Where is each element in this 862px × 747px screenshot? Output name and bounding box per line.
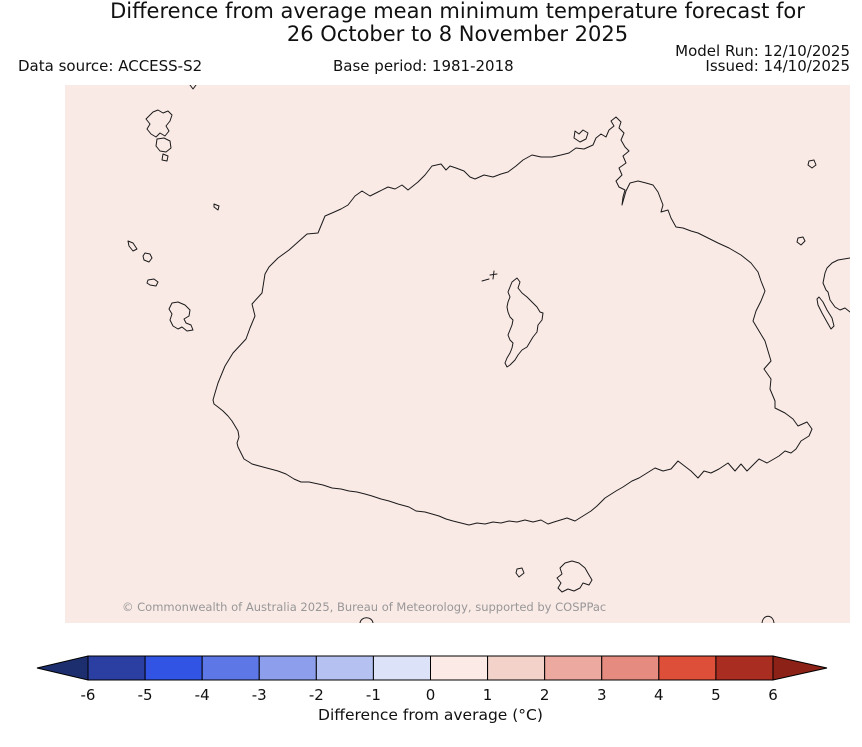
colorbar-tick-label: 2 xyxy=(540,686,550,704)
issued-label: Issued: 14/10/2025 xyxy=(705,57,850,75)
base-period-label: Base period: 1981-2018 xyxy=(333,57,514,75)
colorbar-segment xyxy=(430,655,489,681)
title-line-2: 26 October to 8 November 2025 xyxy=(286,22,629,46)
southern-islands-coastline xyxy=(515,560,593,593)
colorbar-segment xyxy=(315,655,374,681)
colorbar-tick-label: -5 xyxy=(138,686,153,704)
colorbar-segment xyxy=(87,655,146,681)
colorbar-tick-label: -1 xyxy=(366,686,381,704)
west-islets-coastline xyxy=(127,240,194,332)
yasawa-islands-coastline xyxy=(145,109,220,211)
colorbar-tick-label: 1 xyxy=(483,686,493,704)
page-title: Difference from average mean minimum tem… xyxy=(65,0,850,46)
data-source-label: Data source: ACCESS-S2 xyxy=(18,57,203,75)
colorbar-tick-label: -3 xyxy=(252,686,267,704)
reef-marks xyxy=(481,270,498,282)
colorbar-over-arrow xyxy=(772,655,828,681)
colorbar-segment xyxy=(601,655,660,681)
colorbar-segment xyxy=(258,655,317,681)
offshore-islets-coastline xyxy=(573,129,817,246)
colorbar-caption: Difference from average (°C) xyxy=(318,706,543,724)
colorbar-segment xyxy=(144,655,203,681)
colorbar-segment xyxy=(487,655,546,681)
colorbar-segment xyxy=(372,655,431,681)
colorbar-tick-label: 4 xyxy=(654,686,664,704)
colorbar-under-arrow xyxy=(36,655,89,681)
colorbar-segment xyxy=(544,655,603,681)
colorbar: -6 -5 -4 -3 -2 -1 0 1 2 3 4 5 6 Difference from avera… xyxy=(36,655,828,724)
colorbar-segment xyxy=(715,655,774,681)
waya-island-coastline xyxy=(168,301,194,332)
colorbar-tick-label: -2 xyxy=(309,686,324,704)
coastline-svg xyxy=(127,85,850,623)
colorbar-tick-label: -4 xyxy=(195,686,210,704)
colorbar-tick-label: 6 xyxy=(768,686,778,704)
colorbar-segment xyxy=(201,655,260,681)
colorbar-segment xyxy=(658,655,717,681)
edge-clipped-islets-coastline xyxy=(189,85,775,623)
forecast-map: © Commonwealth of Australia 2025, Bureau… xyxy=(65,85,850,623)
main-island-coastline xyxy=(212,116,813,526)
title-line-1: Difference from average mean minimum tem… xyxy=(110,0,805,23)
colorbar-tick-label: 0 xyxy=(426,686,436,704)
colorbar-tick-label: 5 xyxy=(711,686,721,704)
model-run-label: Model Run: 12/10/2025 xyxy=(675,42,850,60)
colorbar-tick-label: -6 xyxy=(81,686,96,704)
central-island-coastline xyxy=(504,277,544,368)
colorbar-tick-label: 3 xyxy=(597,686,607,704)
east-edge-islands-coastline xyxy=(816,257,850,330)
copyright-notice: © Commonwealth of Australia 2025, Bureau… xyxy=(122,600,607,614)
